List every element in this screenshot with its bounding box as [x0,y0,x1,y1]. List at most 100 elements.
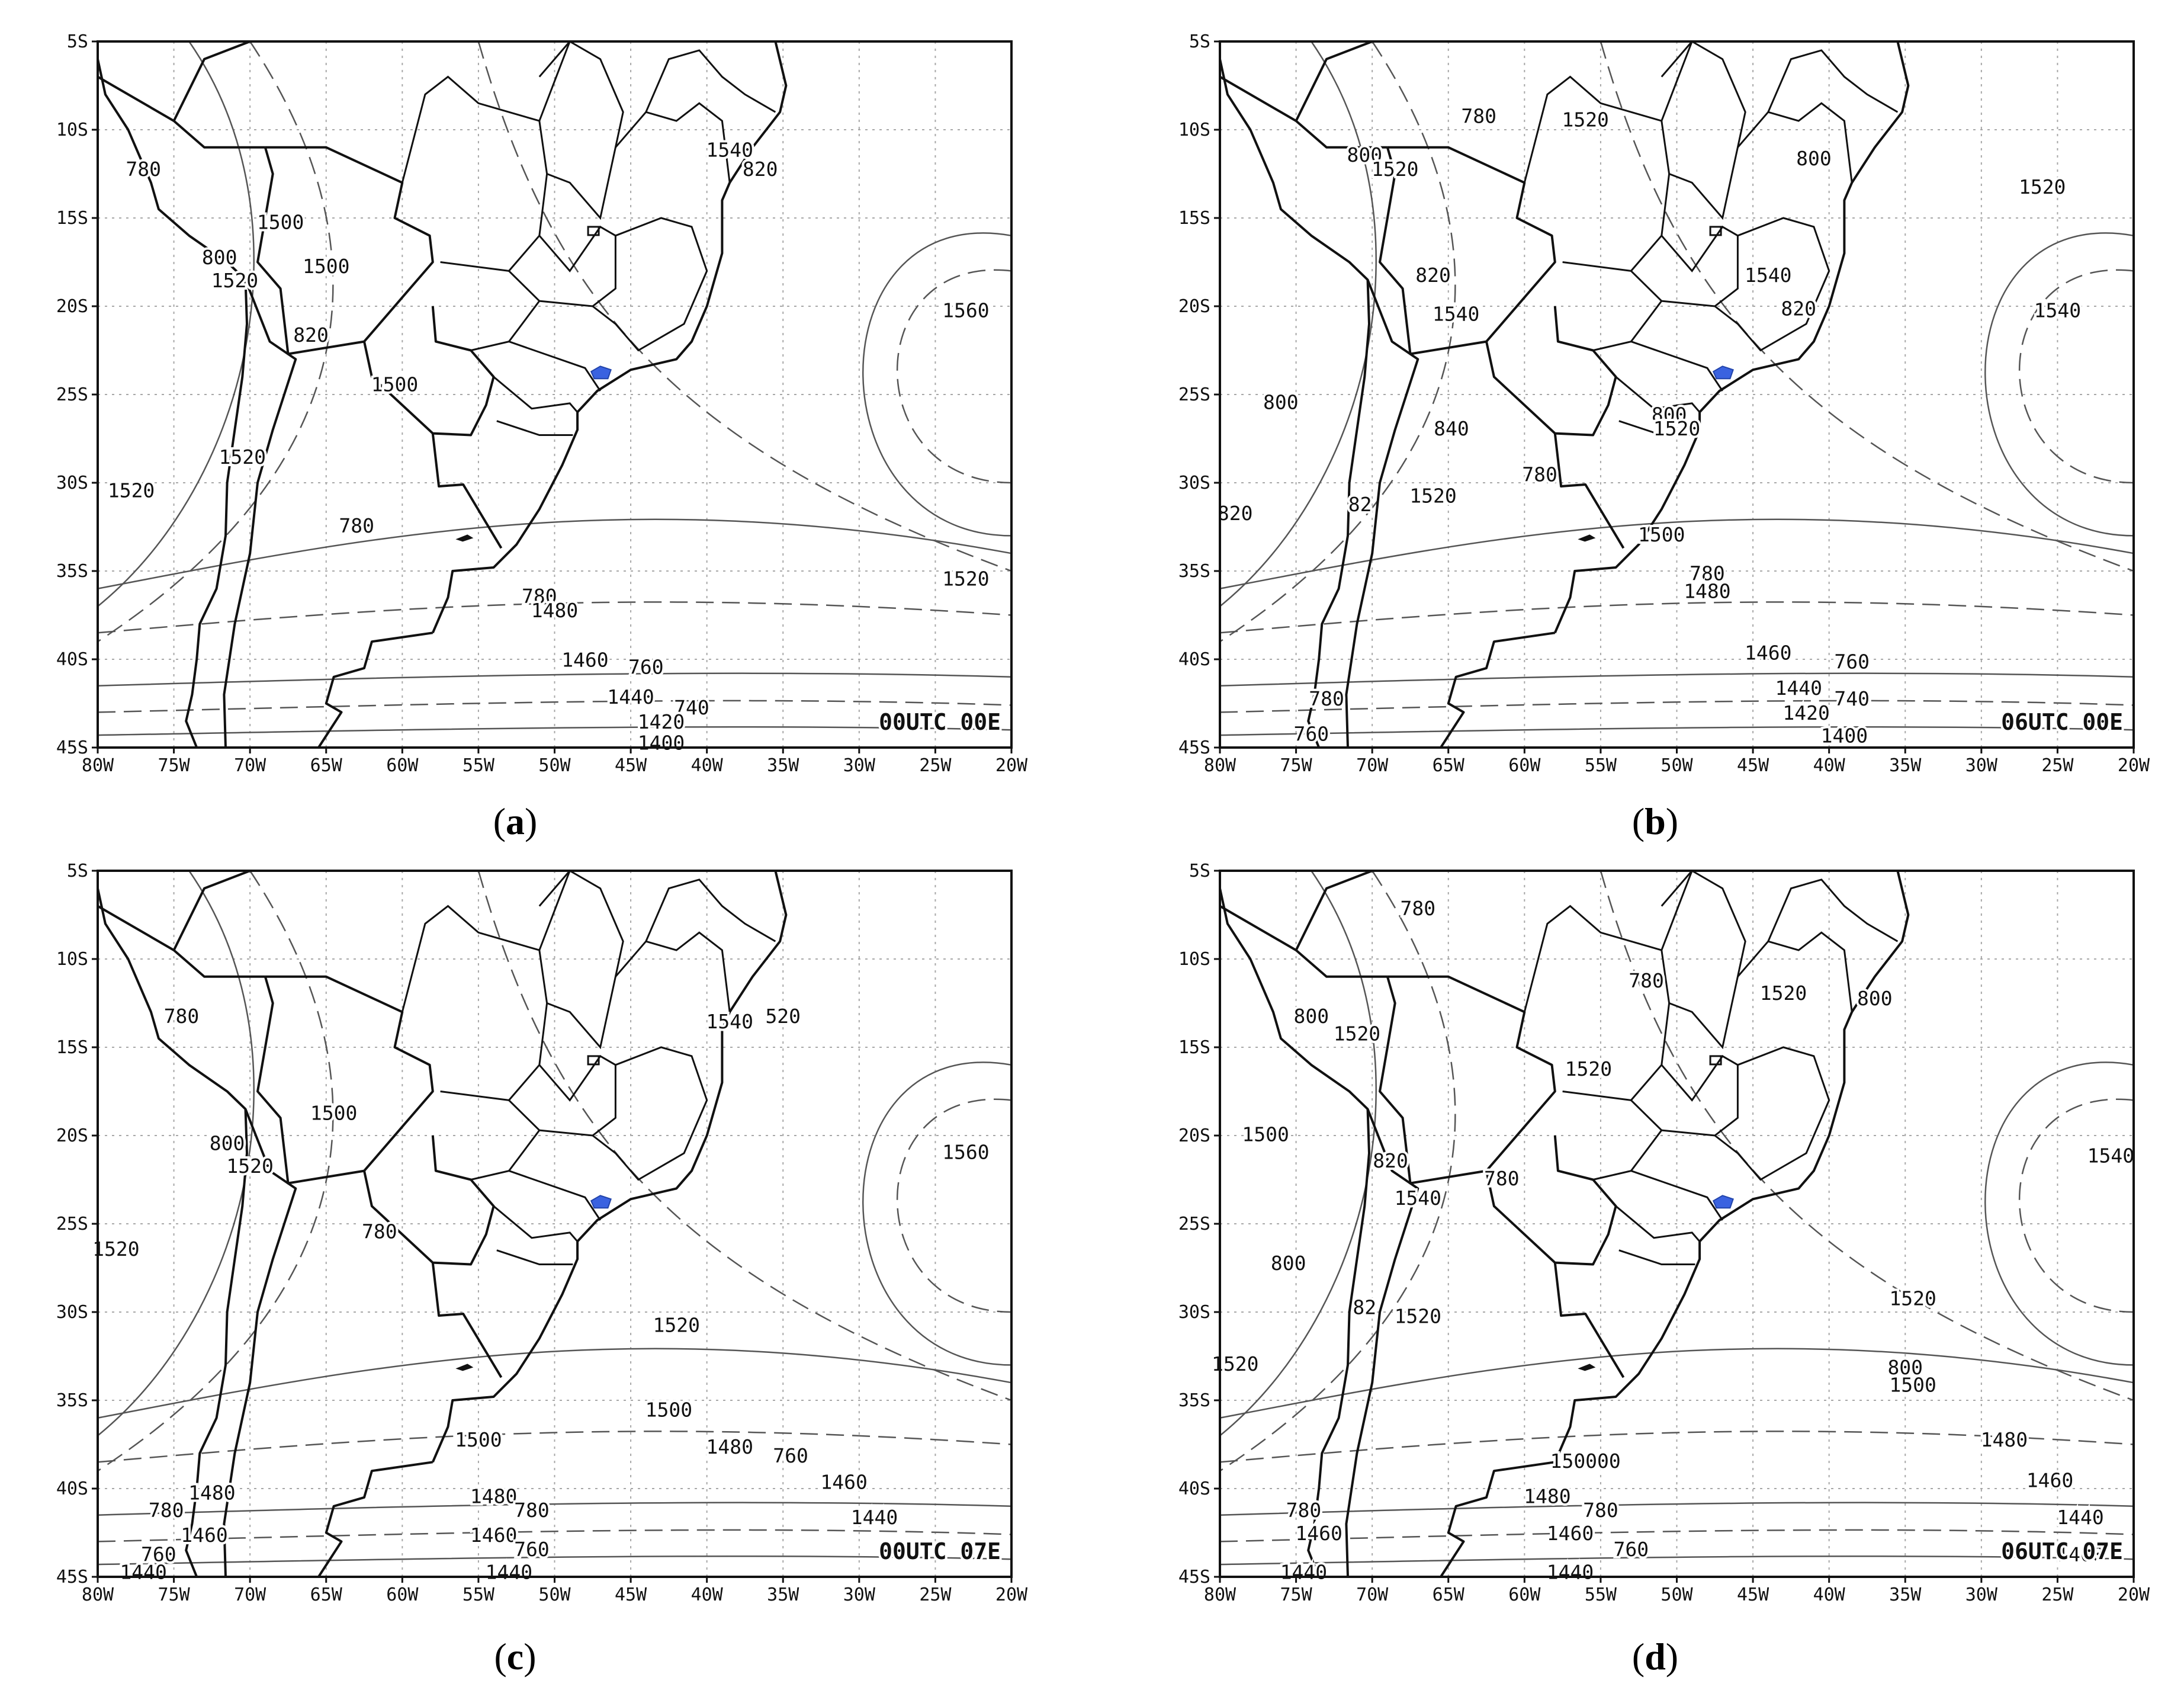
x-tick-label: 25W [919,1585,952,1605]
contour-line [1984,1061,2134,1366]
contour-line [97,601,1012,634]
state-border [615,931,731,1012]
contour-label: 780 [1461,105,1496,128]
contour-label: 1540 [2034,299,2081,322]
coastline-west [97,888,248,1577]
contour-label: 780 [514,1499,550,1522]
y-tick-label: 10S [1178,949,1210,970]
contour-label: 1460 [2026,1469,2073,1492]
country-border [1485,1135,1617,1266]
x-tick-label: 30W [843,755,876,776]
x-tick-label: 45W [615,755,647,776]
country-border [1553,433,1625,549]
contour-label: 1560 [942,1140,989,1163]
lake-marker [1578,534,1596,542]
contour-label: 1420 [638,710,685,733]
contour-label: 82 [1348,493,1372,516]
y-tick-label: 20S [1178,296,1210,317]
contour-label: 800 [1857,987,1893,1010]
timestamp-label: 00UTC 07E [879,1538,1001,1564]
timestamp-label: 06UTC 00E [2001,709,2123,735]
contour-label: 1520 [653,1313,699,1336]
contour-label: 760 [628,655,664,678]
x-tick-label: 50W [538,755,571,776]
coastline-borders [1219,40,1910,749]
contour-label: 780 [1583,1499,1618,1522]
state-borders [1523,40,1899,436]
y-tick-label: 35S [56,561,88,582]
contour-line [2019,1098,2134,1313]
y-tick-label: 15S [1178,208,1210,229]
coastline-east [431,870,788,1463]
map-panel-a: 7801500150080015208201500152015207801540… [56,31,1028,776]
contour-label: 800 [1887,1356,1923,1379]
y-tick-label: 35S [56,1390,88,1411]
contour-line [1219,41,1456,643]
contour-label: 1420 [1782,701,1829,724]
contour-label: 1520 [219,445,266,469]
state-border [1615,376,1701,413]
contour-line [1984,232,2134,537]
state-border [470,270,541,351]
state-border [1661,1054,1739,1137]
state-border [1592,270,1663,351]
state-borders [401,40,776,436]
contour-label: 1500 [455,1428,502,1451]
timestamp-label: 06UTC 07E [2001,1538,2123,1564]
contour-label: 1480 [1981,1428,2028,1451]
contour-line [1219,672,2134,687]
contour-line [1600,41,2134,572]
contour-label: 1480 [706,1435,753,1458]
state-border [508,341,601,392]
contour-label: 1520 [2019,175,2066,198]
sao-paulo-marker [1712,365,1734,380]
contour-label: 1500 [1889,1374,1936,1397]
contour-label: 1520 [942,567,989,590]
country-border [1219,905,1388,978]
contour-label: 1440 [607,685,654,708]
contour-label: 780 [126,158,161,181]
x-tick-label: 55W [463,755,495,776]
contour-label: 1440 [1775,676,1822,700]
contour-label: 1480 [1684,579,1730,602]
contour-label: 820 [293,323,329,347]
y-tick-label: 25S [56,384,88,405]
country-border [431,1262,503,1378]
contour-line [1219,1431,2134,1463]
contour-line [97,1431,1012,1463]
y-tick-label: 45S [1178,737,1210,758]
grid-lines [1220,41,2134,748]
y-tick-label: 35S [1178,1390,1210,1411]
state-border [1630,341,1723,392]
contour-label: 780 [1401,897,1436,920]
country-border [1295,870,1373,951]
contour-label: 1440 [851,1506,898,1529]
contour-label: 1440 [1280,1561,1327,1584]
country-border [1345,279,1419,748]
contour-label: 800 [1263,390,1299,413]
axis-ticks [92,870,1013,1583]
country-border [172,870,250,951]
y-tick-label: 30S [1178,1302,1210,1323]
x-tick-label: 70W [234,755,266,776]
state-border [1714,217,1830,352]
contour-label: 1460 [1295,1522,1342,1545]
contour-line [1219,601,2134,634]
x-tick-label: 60W [1508,1585,1541,1605]
y-tick-label: 20S [56,296,88,317]
country-border [223,1108,297,1577]
x-tick-label: 35W [1889,755,1922,776]
state-border [1737,931,1853,1012]
contour-line [97,1502,1012,1516]
state-border [493,376,579,413]
contour-line [97,41,255,607]
contour-line [477,41,1012,572]
x-tick-label: 65W [1433,1585,1465,1605]
lake-marker [455,534,474,542]
state-border [1767,49,1899,113]
y-tick-label: 35S [1178,561,1210,582]
contour-label: 760 [773,1444,808,1467]
contour-label: 820 [1415,264,1451,287]
